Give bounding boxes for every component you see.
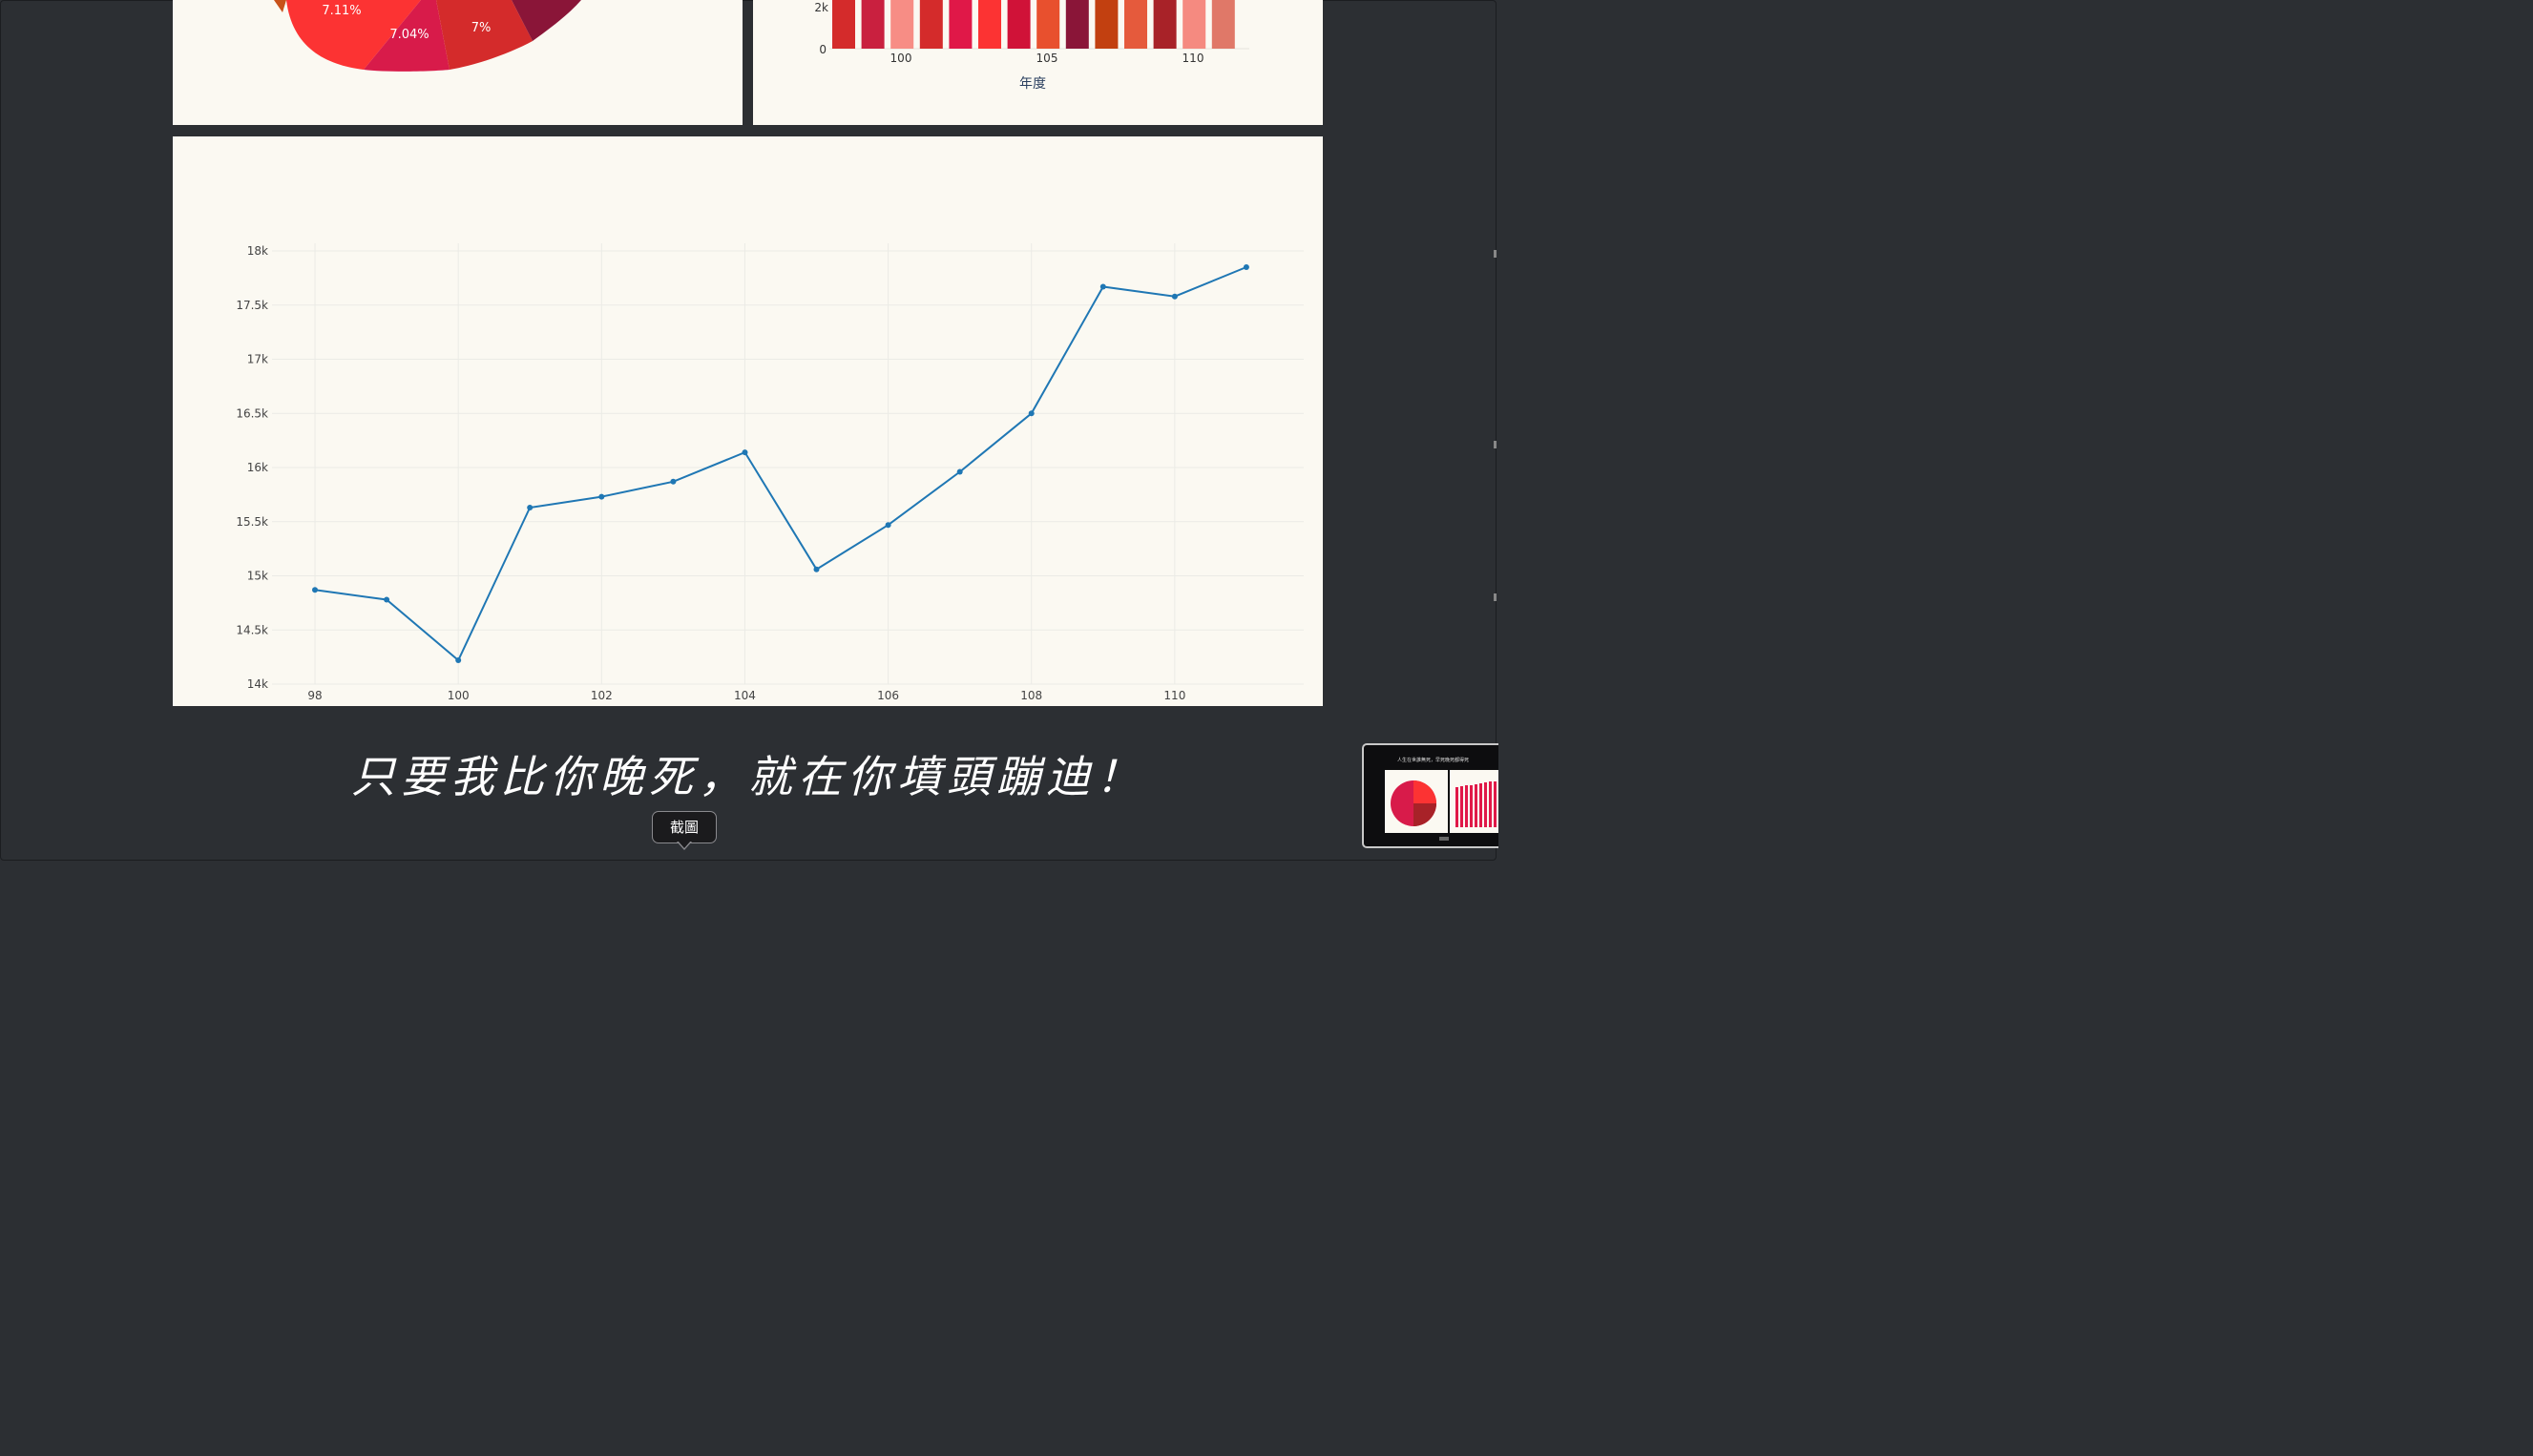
line-chart-x-ticks: 98 100 102 104 106 108 110: [307, 689, 1185, 702]
bar-x-tick-110: 110: [1183, 52, 1204, 65]
y-tick-label: 17k: [247, 353, 268, 366]
pie-slice-maroon: [512, 0, 581, 41]
thumbnail-bar: [1484, 782, 1487, 827]
bar: [978, 0, 1001, 49]
bar: [1183, 0, 1206, 49]
line-series: [314, 266, 1247, 662]
pie-slice-dark-red: [436, 0, 533, 70]
thumbnail-bar: [1479, 783, 1482, 827]
x-tick-label: 102: [591, 689, 613, 702]
line-point: [885, 522, 891, 529]
line-point: [813, 566, 820, 572]
bar: [861, 0, 885, 49]
thumbnail-footer-button: [1439, 837, 1449, 841]
line-points: [312, 264, 1249, 663]
bar: [919, 0, 943, 49]
bar-x-tick-100: 100: [890, 52, 912, 65]
thumbnail-bar: [1455, 787, 1458, 827]
thumbnail-bar: [1460, 786, 1463, 827]
bar: [1065, 0, 1089, 49]
x-tick-label: 108: [1020, 689, 1042, 702]
pie-slice-crimson: [364, 0, 450, 72]
line-point: [1243, 264, 1249, 270]
thumbnail-title: 人生在世誰無死，早死晚死都得死: [1397, 757, 1469, 763]
line-point: [1099, 283, 1106, 290]
line-point: [670, 478, 677, 485]
screen-frame: [0, 0, 1497, 861]
bar: [1124, 0, 1147, 49]
screenshot-thumbnail[interactable]: 人生在世誰無死，早死晚死都得死: [1362, 743, 1498, 848]
pie-label-3: 7%: [471, 21, 492, 35]
thumbnail-bar: [1465, 785, 1468, 827]
y-tick-label: 14k: [247, 677, 268, 691]
thumbnail-bar: [1494, 781, 1497, 827]
edge-marker: [1494, 593, 1497, 601]
tooltip-arrow-inner: [678, 841, 691, 848]
thumbnail-pie-slice: [1413, 780, 1436, 803]
bar: [1211, 0, 1235, 49]
line-point: [742, 449, 748, 456]
y-tick-label: 16.5k: [236, 406, 268, 420]
pie-slice-orange: [274, 0, 286, 12]
edge-marker: [1494, 441, 1497, 448]
x-tick-label: 106: [877, 689, 899, 702]
line-point: [455, 657, 462, 663]
pie-chart-panel: 7.11% 7.04% 7%: [173, 0, 743, 125]
pie-slice-red: [286, 0, 421, 70]
line-point: [527, 505, 534, 510]
line-point: [956, 468, 963, 475]
bar: [1007, 0, 1031, 49]
pie-chart: 7.11% 7.04% 7%: [274, 0, 581, 72]
y-tick-label: 17.5k: [236, 299, 268, 312]
bar-chart-panel: 2k 0 100 105 110 年度: [753, 0, 1323, 125]
line-chart-y-ticks: 14k 14.5k 15k 15.5k 16k 16.5k 17k 17.5k 18k: [236, 244, 268, 691]
bar-series: [832, 0, 1235, 49]
line-chart-panel: 14k 14.5k 15k 15.5k 16k 16.5k 17k 17.5k 18k 98 10…: [173, 136, 1323, 706]
bar: [1095, 0, 1119, 49]
x-tick-label: 110: [1163, 689, 1185, 702]
x-tick-label: 104: [734, 689, 756, 702]
bar: [1036, 0, 1060, 49]
pie-slices: [274, 0, 581, 72]
thumbnail-bar: [1489, 781, 1492, 827]
bar: [949, 0, 973, 49]
line-chart-grid: [272, 243, 1304, 685]
x-tick-label: 100: [448, 689, 470, 702]
thumbnail-pie-slice-2: [1413, 803, 1436, 826]
line-point: [312, 587, 318, 593]
thumbnail-bar: [1470, 785, 1473, 827]
bar-chart: 2k 0 100 105 110 年度: [814, 0, 1249, 92]
y-tick-label: 15k: [247, 570, 268, 583]
thumbnail-preview: 人生在世誰無死，早死晚死都得死: [1368, 749, 1498, 841]
screenshot-tooltip: 截圖: [652, 811, 717, 843]
thumbnail-bars: [1455, 781, 1497, 827]
bar: [890, 0, 914, 49]
bar-x-axis-label: 年度: [1019, 76, 1046, 92]
line-chart: 14k 14.5k 15k 15.5k 16k 16.5k 17k 17.5k 18k 98 10…: [236, 243, 1304, 702]
y-tick-label: 15.5k: [236, 515, 268, 529]
x-tick-label: 98: [307, 689, 322, 702]
bar-x-tick-105: 105: [1036, 52, 1058, 65]
quote-text: 只要我比你晚死，就在你墳頭蹦迪！: [351, 751, 1145, 802]
line-point: [384, 596, 390, 603]
y-tick-label: 14.5k: [236, 623, 268, 636]
bar-y-tick-2k: 2k: [814, 1, 828, 14]
bar-y-tick-0: 0: [819, 43, 827, 56]
y-tick-label: 16k: [247, 461, 268, 474]
line-point: [1171, 293, 1178, 300]
thumbnail-header: [1368, 749, 1498, 768]
edge-marker: [1494, 250, 1497, 258]
line-point: [598, 493, 605, 500]
bar: [1153, 0, 1177, 49]
pie-label-2: 7.04%: [389, 28, 429, 42]
y-tick-label: 18k: [247, 244, 268, 258]
line-point: [1028, 410, 1035, 417]
thumbnail-bar: [1475, 784, 1477, 827]
pie-label-1: 7.11%: [322, 4, 361, 18]
bar: [832, 0, 855, 49]
